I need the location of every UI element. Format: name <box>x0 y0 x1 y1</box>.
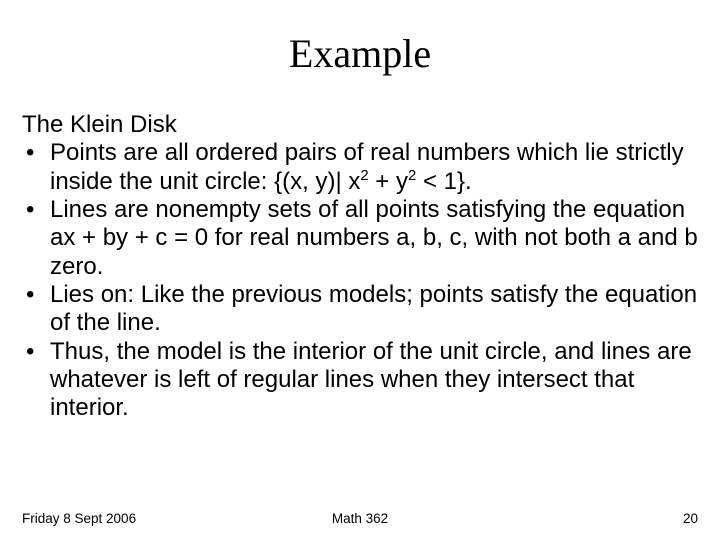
bullet-text: + y <box>369 168 408 195</box>
bullet-text: Thus, the model is the interior of the u… <box>50 338 692 422</box>
footer-page-number: 20 <box>683 511 698 526</box>
bullet-list: Points are all ordered pairs of real num… <box>22 139 698 422</box>
superscript: 2 <box>360 168 368 184</box>
bullet-text: Lies on: Like the previous models; point… <box>50 281 697 336</box>
slide-title: Example <box>22 30 698 77</box>
subtitle: The Klein Disk <box>22 111 698 139</box>
slide-footer: Friday 8 Sept 2006 Math 362 20 <box>22 511 698 526</box>
bullet-item: Points are all ordered pairs of real num… <box>22 139 698 196</box>
bullet-text: < 1}. <box>416 168 471 195</box>
slide: Example The Klein Disk Points are all or… <box>0 0 720 540</box>
bullet-item: Lies on: Like the previous models; point… <box>22 281 698 338</box>
bullet-item: Lines are nonempty sets of all points sa… <box>22 196 698 281</box>
bullet-text: Lines are nonempty sets of all points sa… <box>50 196 698 280</box>
footer-course: Math 362 <box>332 511 388 526</box>
slide-body: The Klein Disk Points are all ordered pa… <box>22 111 698 422</box>
footer-date: Friday 8 Sept 2006 <box>22 511 136 526</box>
bullet-item: Thus, the model is the interior of the u… <box>22 338 698 423</box>
